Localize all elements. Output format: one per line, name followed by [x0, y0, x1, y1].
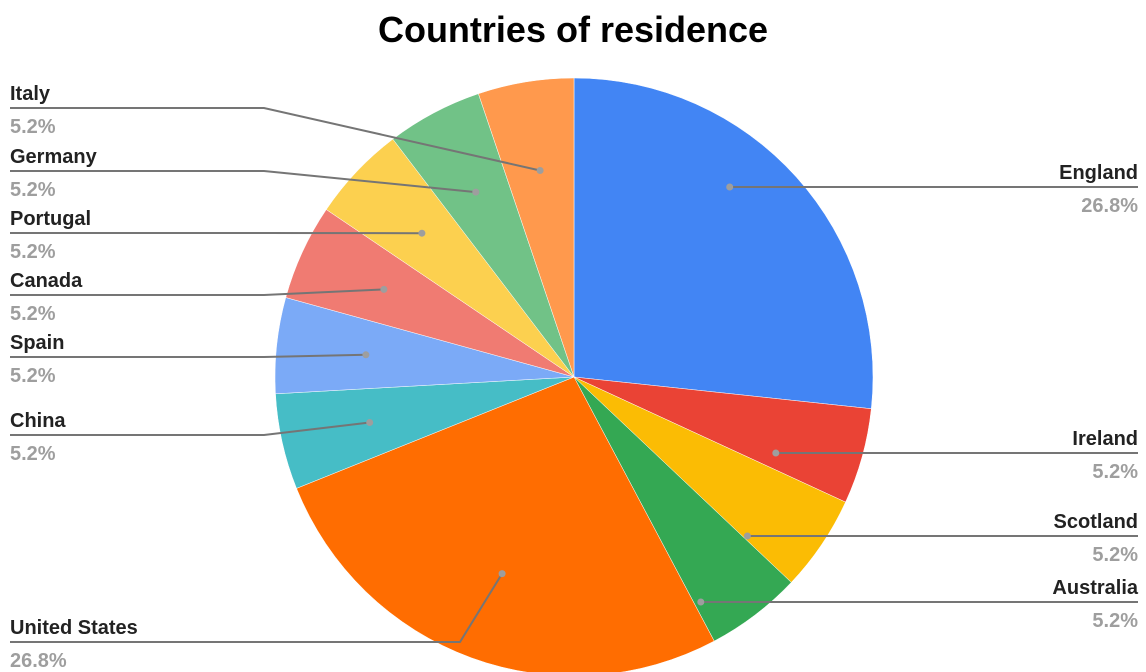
leader-lines — [10, 107, 1138, 643]
chart-title: Countries of residence — [378, 9, 768, 50]
leader-dot-canada — [380, 285, 388, 293]
slice-label-canada: Canada — [10, 270, 83, 292]
slice-percent-scotland: 5.2% — [1092, 544, 1138, 566]
leader-dot-australia — [697, 598, 705, 606]
slice-label-scotland: Scotland — [1054, 511, 1138, 533]
slice-labels: England 26.8% Ireland 5.2% Scotland 5.2% Austr… — [10, 83, 1139, 672]
leader-line-canada — [10, 288, 384, 296]
leader-line-spain — [10, 353, 366, 358]
leader-dot-china — [366, 419, 374, 426]
slice-label-australia: Australia — [1052, 577, 1138, 599]
slice-label-spain: Spain — [10, 332, 64, 354]
leader-dot-germany — [472, 188, 480, 196]
slice-label-ireland: Ireland — [1072, 428, 1138, 450]
leader-dot-italy — [536, 167, 544, 174]
leader-line-united-states — [10, 573, 503, 643]
leader-dot-scotland — [743, 532, 751, 540]
leader-dot-ireland — [772, 449, 780, 457]
slice-percent-italy: 5.2% — [10, 116, 56, 138]
slice-percent-china: 5.2% — [10, 443, 56, 465]
slice-percent-australia: 5.2% — [1092, 610, 1138, 632]
leader-dot-united-states — [498, 570, 506, 578]
slice-label-germany: Germany — [10, 146, 98, 168]
leader-dot-spain — [362, 351, 370, 359]
slice-percent-ireland: 5.2% — [1092, 461, 1138, 483]
leader-dot-portugal — [418, 229, 426, 237]
slice-label-portugal: Portugal — [10, 208, 91, 230]
slice-percent-portugal: 5.2% — [10, 241, 56, 263]
slices — [274, 77, 874, 672]
leader-dot-england — [726, 183, 734, 191]
slice-percent-england: 26.8% — [1081, 195, 1138, 217]
slice-label-china: China — [10, 410, 66, 432]
slice-label-united-states: United States — [10, 617, 138, 639]
pie-slice-united-states — [296, 376, 715, 672]
leader-line-germany — [10, 170, 476, 194]
slice-percent-united-states: 26.8% — [10, 650, 67, 672]
slice-percent-germany: 5.2% — [10, 179, 56, 201]
slice-label-england: England — [1059, 162, 1138, 184]
leader-line-china — [10, 421, 370, 436]
slice-label-italy: Italy — [10, 83, 51, 105]
pie-slice-italy — [478, 77, 575, 378]
slice-percent-spain: 5.2% — [10, 365, 56, 387]
pie-slice-england — [573, 77, 874, 410]
leader-line-italy — [10, 107, 541, 172]
slice-percent-canada: 5.2% — [10, 303, 56, 325]
